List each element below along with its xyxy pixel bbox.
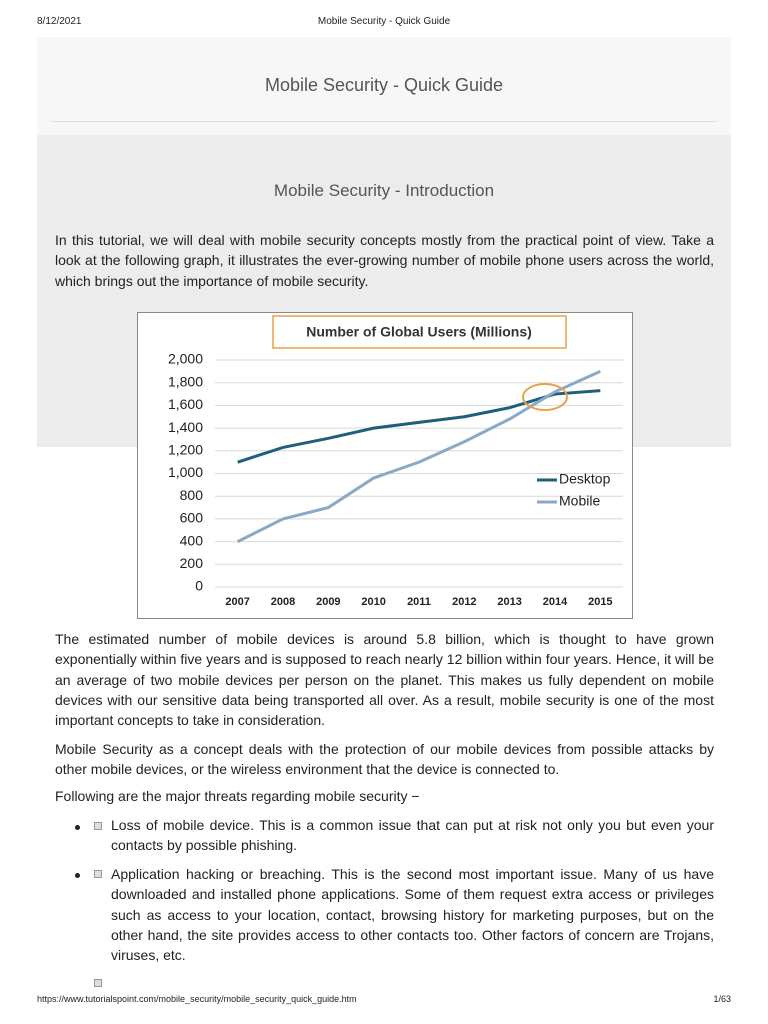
series-line [237,389,601,464]
bullet [75,825,80,830]
x-tick-label: 2008 [271,596,295,608]
y-tick-label: 800 [180,487,204,503]
intro: In this tutorial, we will deal with mobi… [55,232,714,289]
paragraph: The estimated number of mobile devices i… [55,631,714,729]
x-tick-label: 2013 [497,596,521,608]
y-tick-label: 1,800 [168,373,203,389]
y-tick-label: 1,600 [168,396,203,412]
bullet-text: Loss of mobile device. This is a common … [111,817,714,854]
paragraph: Following are the major threats regardin… [55,788,420,804]
y-tick-label: 0 [195,578,203,594]
series-line [236,369,601,543]
title-band [37,37,731,135]
chart-frame [137,312,633,619]
section-title: Mobile Security - Introduction [273,181,495,200]
legend-label: Desktop [559,471,611,487]
x-tick-label: 2015 [588,596,612,608]
x-tick-label: 2009 [316,596,340,608]
footer-url: https://www.tutorialspoint.com/mobile_se… [37,994,357,1004]
x-tick-label: 2010 [361,596,385,608]
chart: Number of Global Users (Millions) 0 200 40… [137,312,633,619]
chart-title: Number of Global Users (Millions) [306,324,532,340]
plot: 0 200 400 600 800 1,000 1,200 1,400 1,600 1,800 2,… [168,351,623,608]
print-title: Mobile Security - Quick Guide [317,16,451,27]
x-tick-label: 2007 [225,596,249,608]
paragraph: Mobile Security as a concept deals with … [55,741,714,778]
bullet-icon [94,979,102,987]
x-tick-label: 2011 [407,596,431,608]
y-tick-label: 600 [180,510,204,526]
y-tick-label: 200 [180,555,204,571]
bullet-text: Application hacking or breaching. This i… [111,866,714,964]
x-tick-label: 2014 [543,596,568,608]
print-date: 8/12/2021 [37,16,82,27]
bullet [75,873,80,878]
bullet-icon [94,822,102,830]
page-title: Mobile Security - Quick Guide [264,75,504,95]
x-tick-label: 2012 [452,596,476,608]
y-tick-label: 1,400 [168,419,203,435]
y-tick-label: 2,000 [168,351,203,367]
bullet-icon [94,870,102,878]
legend-label: Mobile [559,493,600,509]
highlight-circle [522,383,568,411]
y-tick-label: 1,000 [168,464,203,480]
footer-page: 1/63 [713,994,731,1004]
title-box [272,315,567,349]
y-tick-label: 1,200 [168,442,203,458]
divider [51,121,717,122]
y-tick-label: 400 [180,532,204,548]
